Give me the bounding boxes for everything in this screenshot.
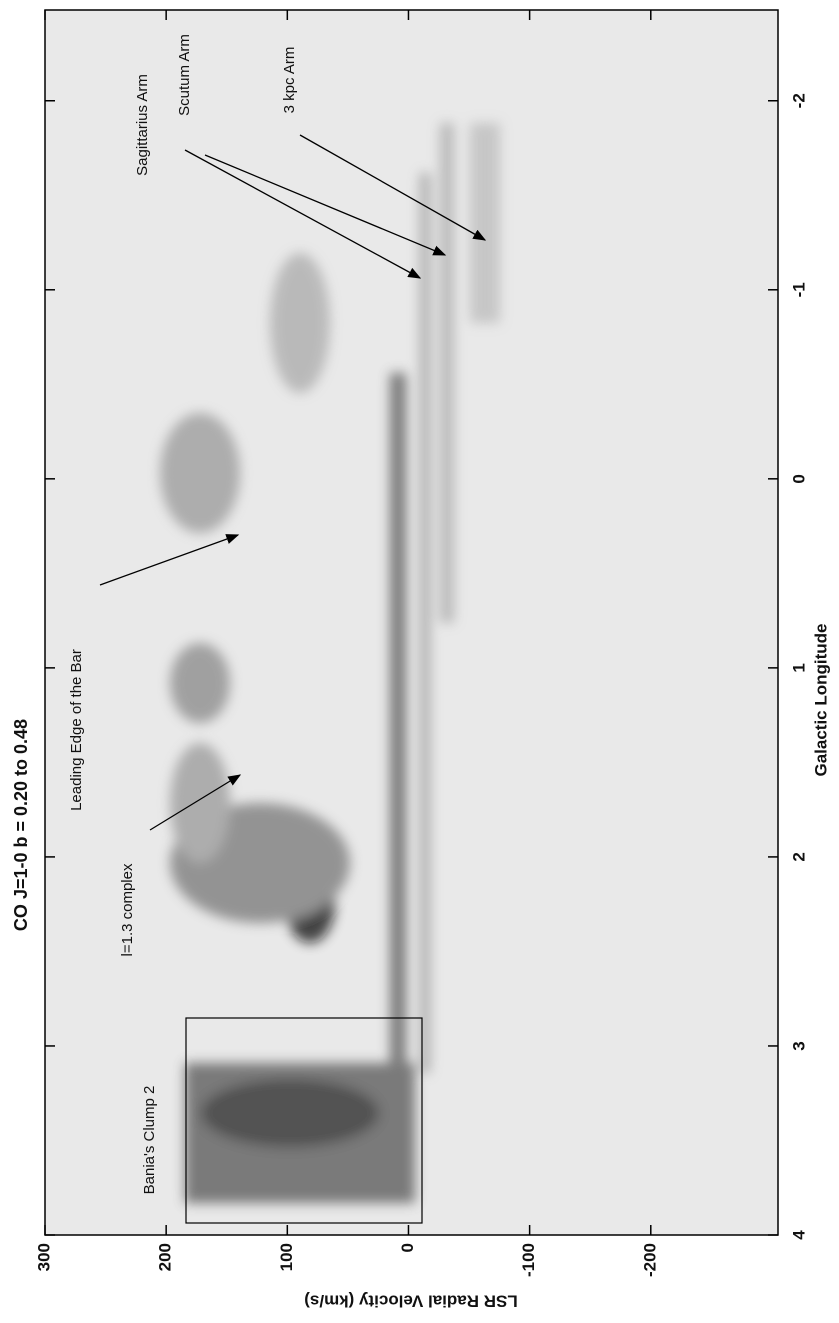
annotation-box: [185, 1017, 423, 1224]
annotation: l=1.3 complex: [119, 863, 136, 956]
y-tick-label: 200: [156, 1243, 175, 1271]
x-tick-label: -2: [789, 93, 808, 108]
y-tick-label: 100: [277, 1243, 296, 1271]
annotation-arrow: [99, 534, 240, 586]
annotation-arrow: [299, 134, 487, 241]
x-tick-label: 0: [789, 474, 808, 483]
y-axis-label: LSR Radial Velocity (km/s): [304, 1292, 518, 1311]
y-tick-label: 0: [398, 1243, 417, 1252]
x-tick-label: 2: [789, 852, 808, 861]
y-tick-label: -100: [519, 1243, 538, 1277]
x-tick-label: -1: [789, 282, 808, 297]
x-tick-label: 3: [789, 1041, 808, 1050]
x-axis-label: Galactic Longitude: [811, 623, 830, 776]
emission: [160, 123, 500, 1203]
annotation: Scutum Arm: [176, 34, 193, 116]
y-tick-label: -200: [640, 1243, 659, 1277]
x-tick-label: 1: [789, 663, 808, 672]
annotation: Sagittarius Arm: [134, 74, 151, 176]
annotation-arrow: [184, 149, 422, 279]
y-tick-label: 300: [34, 1243, 53, 1271]
plot-background: [45, 10, 778, 1235]
annotation-arrow: [149, 774, 242, 831]
annotation: Bania's Clump 2: [141, 1086, 158, 1195]
rotated-plot: CO J=1-0 b = 0.20 to 0.48 Galactic Longi…: [11, 9, 830, 1311]
annotation: 3 kpc Arm: [281, 47, 298, 114]
chart-title: CO J=1-0 b = 0.20 to 0.48: [11, 719, 31, 931]
annotation: Leading Edge of the Bar: [68, 649, 85, 811]
plot-frame: [44, 9, 779, 1236]
x-tick-label: 4: [789, 1230, 808, 1240]
annotation-arrow: [204, 154, 447, 256]
